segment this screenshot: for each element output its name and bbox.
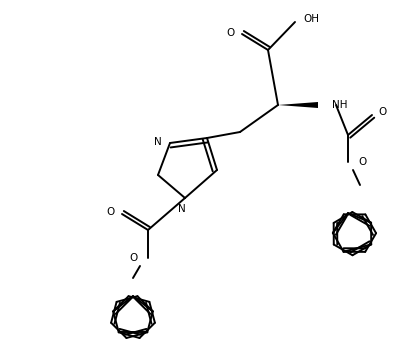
Text: OH: OH	[302, 14, 318, 24]
Text: O: O	[377, 107, 385, 117]
Text: N: N	[154, 137, 162, 147]
Text: O: O	[226, 28, 235, 38]
Text: NH: NH	[331, 100, 346, 110]
Text: O: O	[357, 157, 365, 167]
Text: O: O	[130, 253, 138, 263]
Polygon shape	[277, 102, 317, 108]
Text: O: O	[107, 207, 115, 217]
Text: N: N	[178, 204, 185, 214]
